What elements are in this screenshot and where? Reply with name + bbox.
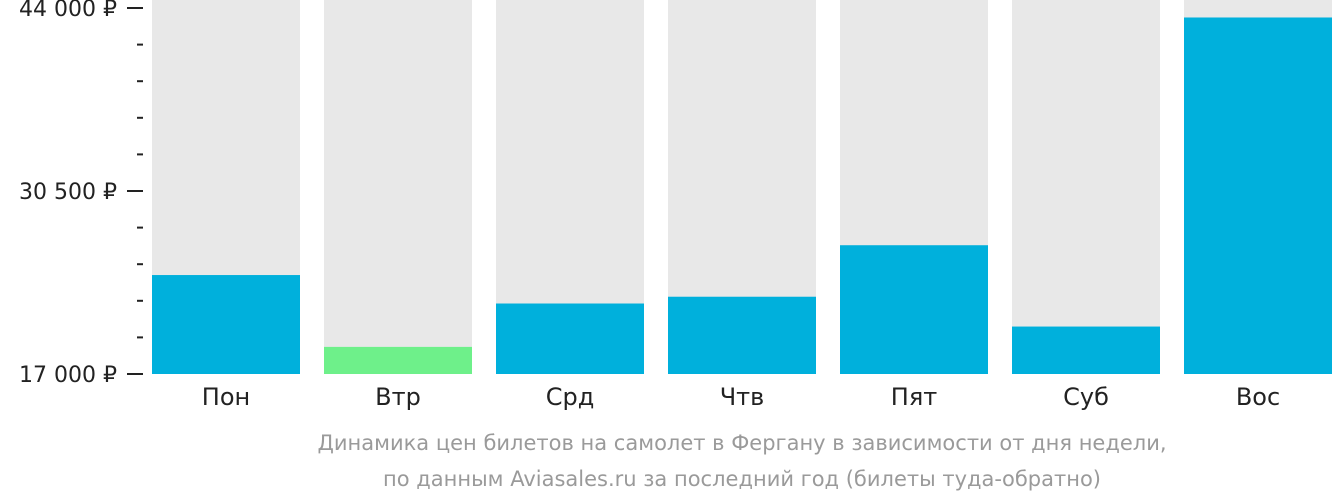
- y-tick-label: 30 500 ₽: [19, 180, 117, 205]
- bar-track: [1012, 0, 1160, 374]
- bar-Втр[interactable]: [324, 346, 472, 374]
- x-tick-label: Чтв: [720, 383, 765, 411]
- y-tick-label: 44 000 ₽: [19, 0, 117, 22]
- x-tick-label: Втр: [375, 383, 421, 411]
- x-tick-label: Вос: [1236, 383, 1280, 411]
- bar-Суб[interactable]: [1012, 326, 1160, 374]
- bar-Чтв[interactable]: [668, 296, 816, 374]
- chart-caption-line2: по данным Aviasales.ru за последний год …: [383, 467, 1101, 491]
- bar-Пят[interactable]: [840, 245, 988, 374]
- x-tick-label: Пят: [891, 383, 937, 411]
- bar-chart: 17 000 ₽ 30 500 ₽ 44 000 ₽ Пон Втр Срд Чтв Пят…: [19, 0, 1332, 411]
- x-axis: Пон Втр Срд Чтв Пят Суб Вос: [202, 383, 1280, 411]
- x-tick-label: Суб: [1063, 383, 1109, 411]
- x-tick-label: Срд: [546, 383, 595, 411]
- bar-Срд[interactable]: [496, 303, 644, 374]
- bar-Вос[interactable]: [1184, 17, 1332, 374]
- y-axis: 17 000 ₽ 30 500 ₽ 44 000 ₽: [19, 0, 143, 388]
- x-tick-label: Пон: [202, 383, 250, 411]
- bar-track: [324, 0, 472, 374]
- chart-caption-line1: Динамика цен билетов на самолет в Ферган…: [317, 431, 1167, 455]
- bar-Пон[interactable]: [152, 275, 300, 374]
- bars: [152, 0, 1332, 374]
- y-tick-label: 17 000 ₽: [19, 363, 117, 388]
